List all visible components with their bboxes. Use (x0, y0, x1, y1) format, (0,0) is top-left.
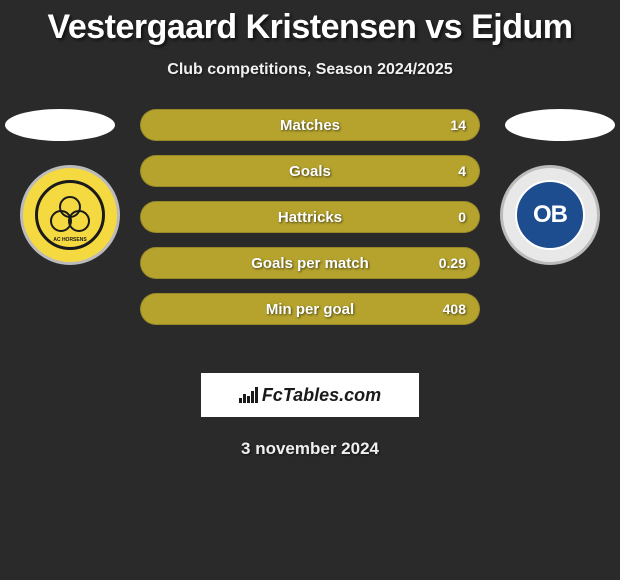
stat-value: 0 (458, 209, 466, 225)
date-label: 3 november 2024 (0, 439, 620, 459)
team-badge-right-inner: OB (515, 180, 585, 250)
team-right-name: OB (533, 201, 567, 229)
main-area: AC HORSENS OB Matches 14 Goals 4 Hattric… (0, 115, 620, 355)
ellipse-right (505, 109, 615, 141)
stat-label: Goals (289, 163, 331, 180)
stat-value: 0.29 (439, 255, 466, 271)
team-badge-left-inner: AC HORSENS (35, 180, 105, 250)
brand-text: FcTables.com (262, 385, 381, 406)
stat-label: Hattricks (278, 209, 342, 226)
stat-value: 4 (458, 163, 466, 179)
brand-box[interactable]: FcTables.com (201, 373, 419, 417)
stat-row-matches: Matches 14 (140, 109, 480, 141)
ellipse-left (5, 109, 115, 141)
stat-row-gpm: Goals per match 0.29 (140, 247, 480, 279)
stat-row-hattricks: Hattricks 0 (140, 201, 480, 233)
stats-list: Matches 14 Goals 4 Hattricks 0 Goals per… (140, 109, 480, 339)
stat-label: Matches (280, 117, 340, 134)
stat-value: 408 (443, 301, 466, 317)
comparison-title: Vestergaard Kristensen vs Ejdum (0, 8, 620, 47)
comparison-card: Vestergaard Kristensen vs Ejdum Club com… (0, 0, 620, 459)
stat-row-goals: Goals 4 (140, 155, 480, 187)
stat-label: Goals per match (251, 255, 369, 272)
season-subtitle: Club competitions, Season 2024/2025 (0, 61, 620, 79)
stat-row-mpg: Min per goal 408 (140, 293, 480, 325)
team-badge-left: AC HORSENS (20, 165, 120, 265)
horsens-rings-icon (50, 200, 90, 230)
chart-icon (239, 387, 258, 403)
team-badge-right: OB (500, 165, 600, 265)
team-left-name: AC HORSENS (38, 237, 102, 243)
stat-value: 14 (450, 117, 466, 133)
stat-label: Min per goal (266, 301, 354, 318)
